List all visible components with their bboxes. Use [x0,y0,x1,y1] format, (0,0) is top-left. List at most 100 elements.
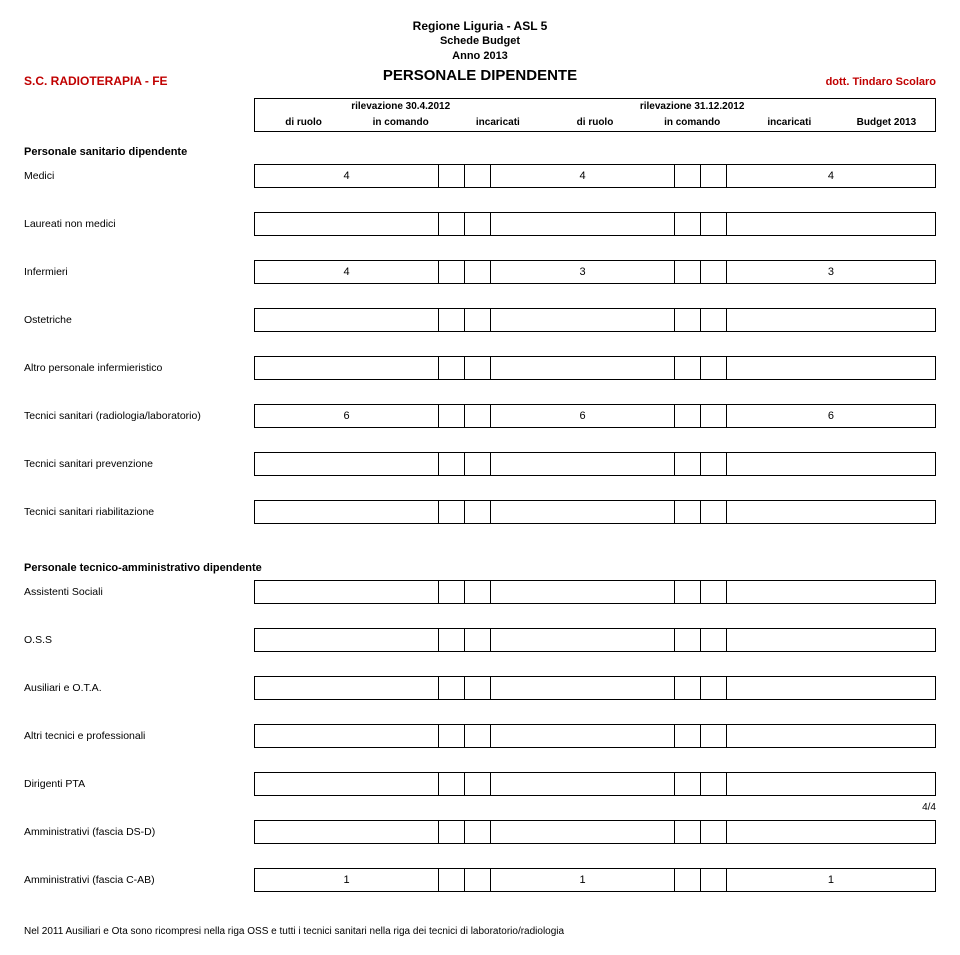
footnote: Nel 2011 Ausiliari e Ota sono ricompresi… [24,926,936,937]
table-row: Laureati non medici [24,212,936,236]
row-label: Amministrativi (fascia C-AB) [24,868,254,892]
cell [464,452,490,476]
table-row: Altro personale infermieristico [24,356,936,380]
cell [700,580,726,604]
cell: 6 [726,404,936,428]
cell [726,452,936,476]
cell [700,868,726,892]
table-section1: Medici444Laureati non mediciInfermieri43… [24,164,936,548]
table-row: Infermieri433 [24,260,936,284]
cell [464,500,490,524]
section1-title: Personale sanitario dipendente [24,146,936,158]
cell [254,212,438,236]
row-label: Altro personale infermieristico [24,356,254,380]
cell [464,676,490,700]
row-label: Ostetriche [24,308,254,332]
col-group1: rilevazione 30.4.2012 [255,99,546,114]
cell [438,308,464,332]
cell [700,500,726,524]
cell [464,772,490,796]
cell [438,500,464,524]
cell [490,724,674,748]
cell [700,404,726,428]
cell [254,356,438,380]
col-sub6: incaricati [741,114,838,131]
col-sub2: in comando [352,114,449,131]
table-row: Tecnici sanitari riabilitazione [24,500,936,524]
cell [254,628,438,652]
row-label: Ausiliari e O.T.A. [24,676,254,700]
table-row: O.S.S [24,628,936,652]
cell [464,868,490,892]
cell: 4 [254,260,438,284]
cell [700,452,726,476]
cell [726,724,936,748]
cell [726,500,936,524]
cell [674,164,700,188]
cell [674,676,700,700]
col-sub4: di ruolo [546,114,643,131]
cell [254,580,438,604]
col-group2: rilevazione 31.12.2012 [546,99,837,114]
cell [254,772,438,796]
cell [674,356,700,380]
table-row: Amministrativi (fascia DS-D) [24,820,936,844]
header-right: dott. Tindaro Scolaro [826,76,936,88]
cell: 1 [490,868,674,892]
cell [726,308,936,332]
cell [464,580,490,604]
cell: 3 [726,260,936,284]
cell [726,212,936,236]
cell [464,212,490,236]
cell: 3 [490,260,674,284]
cell [700,628,726,652]
table-row: Dirigenti PTA [24,772,936,796]
cell: 1 [254,868,438,892]
cell [726,628,936,652]
col-sub1: di ruolo [255,114,352,131]
cell [726,772,936,796]
cell [674,628,700,652]
row-label: Altri tecnici e professionali [24,724,254,748]
cell [490,676,674,700]
cell [438,404,464,428]
cell [700,308,726,332]
cell [726,356,936,380]
cell [438,676,464,700]
table-row: Assistenti Sociali [24,580,936,604]
cell [490,628,674,652]
cell [464,260,490,284]
cell [700,260,726,284]
cell [438,724,464,748]
cell [674,404,700,428]
row-label: Medici [24,164,254,188]
cell [674,500,700,524]
cell [490,580,674,604]
cell [700,724,726,748]
cell [464,308,490,332]
cell: 6 [490,404,674,428]
table-row: Ausiliari e O.T.A. [24,676,936,700]
cell [700,820,726,844]
cell [490,772,674,796]
cell [438,868,464,892]
cell [490,356,674,380]
cell: 4 [726,164,936,188]
cell: 6 [254,404,438,428]
cell [674,580,700,604]
cell [438,260,464,284]
cell [438,356,464,380]
cell [490,500,674,524]
cell [464,404,490,428]
section2-title: Personale tecnico-amministrativo dipende… [24,562,936,574]
cell [700,356,726,380]
cell [438,772,464,796]
cell: 1 [726,868,936,892]
row-label: Tecnici sanitari prevenzione [24,452,254,476]
row-label: O.S.S [24,628,254,652]
cell [490,820,674,844]
row-label: Tecnici sanitari (radiologia/laboratorio… [24,404,254,428]
cell [726,820,936,844]
header-line1: Regione Liguria - ASL 5 [24,18,936,34]
header-line2: Schede Budget [24,34,936,49]
